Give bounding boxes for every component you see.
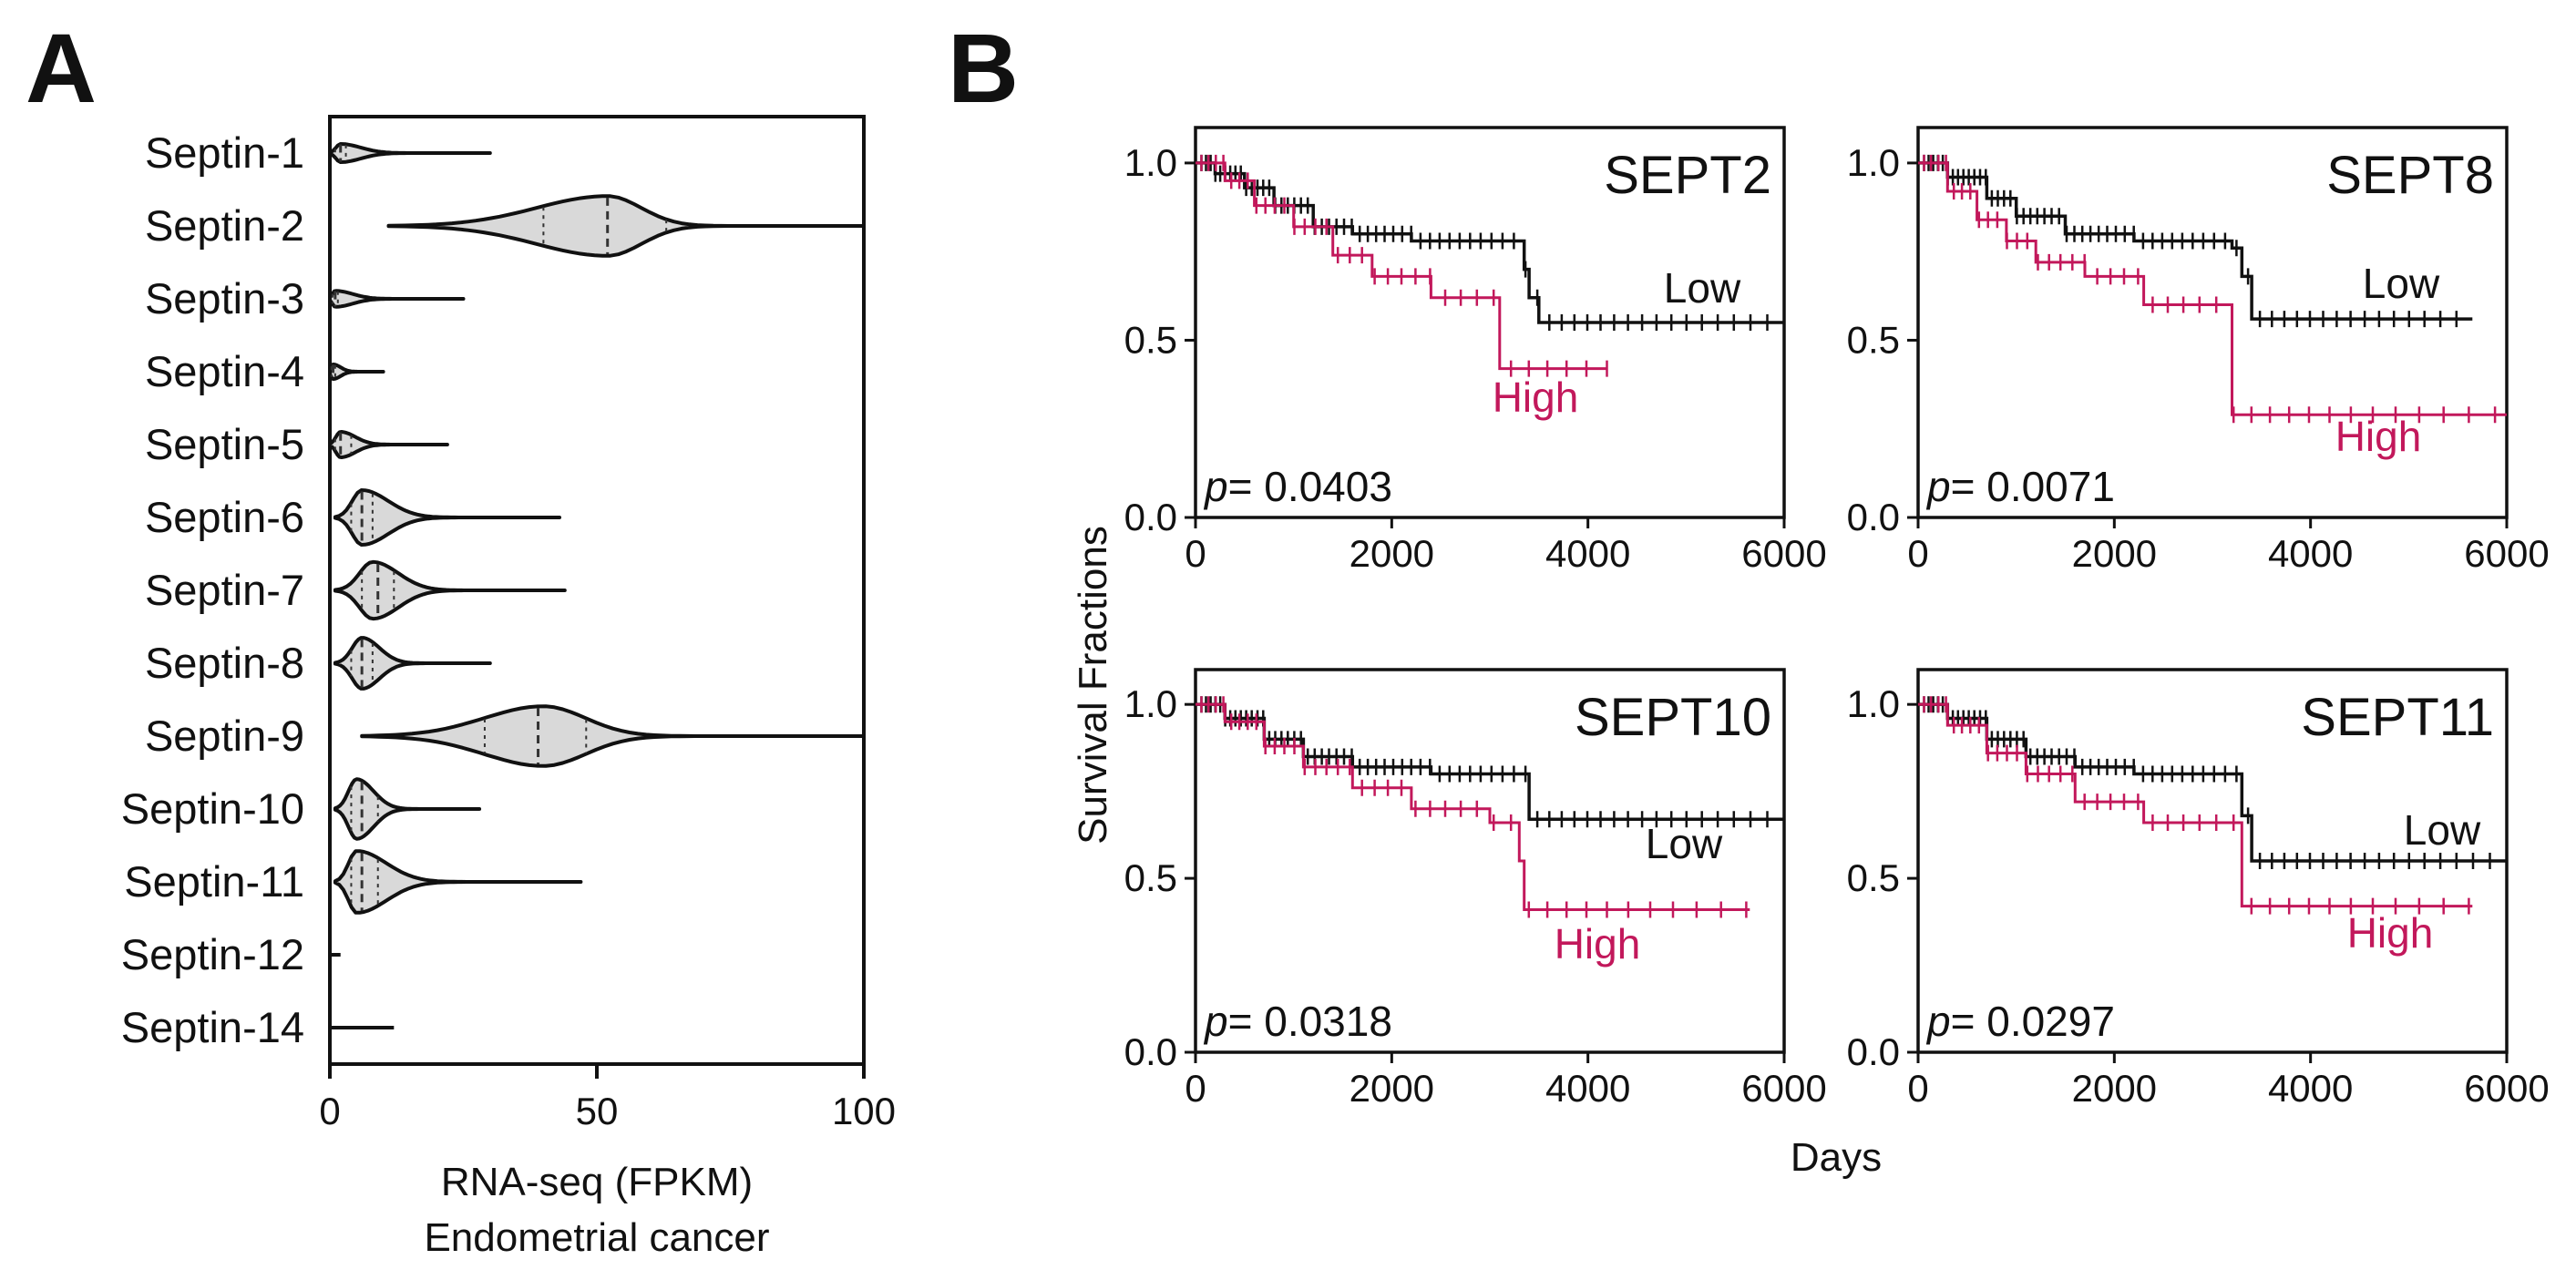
panel-b-ylabel: Survival Fractions (1071, 526, 1115, 845)
x-tick-label: 6000 (1741, 1067, 1826, 1110)
y-tick-label: 1.0 (1847, 141, 1900, 184)
x-tick-label: 4000 (2268, 1067, 2353, 1110)
plot-frame (1194, 668, 1786, 1054)
violin-shape (360, 704, 866, 768)
violin-shape (333, 559, 567, 621)
x-tick-label: 2000 (2072, 1067, 2157, 1110)
y-tick-label: 0.5 (1124, 856, 1177, 899)
category-label: Septin-14 (121, 1003, 304, 1051)
p-value: p= 0.0403 (1203, 463, 1392, 510)
x-tick-label: 50 (576, 1090, 619, 1132)
x-tick-label: 2000 (1350, 1067, 1434, 1110)
panel-a-xlabel-line2: Endometrial cancer (424, 1215, 769, 1260)
x-tick-label: 6000 (1741, 532, 1826, 575)
y-tick-label: 0.0 (1124, 1030, 1177, 1073)
high-survival-curve (1917, 702, 2473, 908)
high-censor-marks (1200, 696, 1748, 918)
x-tick-label: 2000 (1350, 532, 1434, 575)
plot-title: SEPT11 (2301, 688, 2494, 747)
x-tick-label: 0 (1185, 1067, 1206, 1110)
y-tick-label: 0.0 (1847, 496, 1900, 538)
violin-shape (333, 636, 492, 691)
violin-shape (328, 142, 492, 164)
km-plot-sept11: 0 2000 4000 6000 0.0 0.5 1.0 SEPT11 p= 0.0297 Low… (1847, 668, 2550, 1110)
category-label: Septin-9 (145, 712, 304, 760)
y-tick-label: 1.0 (1124, 682, 1177, 725)
violin-shape (333, 488, 561, 547)
category-label: Septin-4 (145, 347, 304, 395)
category-label: Septin-12 (121, 930, 304, 978)
y-tick-label: 0.0 (1847, 1030, 1900, 1073)
category-label: Septin-6 (145, 493, 304, 541)
high-group-label: High (2347, 909, 2434, 957)
high-group-label: High (1555, 920, 1641, 968)
km-plot-sept10: 0 2000 4000 6000 0.0 0.5 1.0 SEPT10 p= 0.0318 Low… (1124, 668, 1827, 1110)
violin-shape (328, 430, 449, 459)
category-label: Septin-7 (145, 566, 304, 614)
x-tick-label: 0 (1907, 532, 1928, 575)
violin-plot: Septin-1 Septin-2 Septin-3 Septin-4 Septin-5… (121, 115, 896, 1132)
y-tick-label: 1.0 (1124, 141, 1177, 184)
low-group-label: Low (1646, 820, 1723, 867)
panel-b-letter: B (948, 13, 1019, 123)
high-censor-marks (1200, 154, 1608, 377)
x-tick-label: 2000 (2072, 532, 2157, 575)
km-plot-sept8: 0 2000 4000 6000 0.0 0.5 1.0 SEPT8 p= 0.0071 Low H… (1847, 126, 2550, 575)
panel-b-xlabel: Days (1791, 1135, 1882, 1180)
high-censor-marks (1923, 696, 2470, 915)
plot-frame (1916, 126, 2509, 519)
p-value: p= 0.0071 (1925, 463, 2115, 510)
low-group-label: Low (2404, 806, 2481, 854)
x-tick-label: 0 (1185, 532, 1206, 575)
high-group-label: High (2335, 413, 2422, 460)
y-tick-label: 1.0 (1847, 682, 1900, 725)
category-label: Septin-5 (145, 420, 304, 468)
survival-plots: 0 2000 4000 6000 0.0 0.5 1.0 SEPT2 p= 0.0403 Low H… (1124, 126, 2550, 1110)
category-label: Septin-3 (145, 274, 304, 323)
violin-shape (386, 194, 866, 258)
violin-shape (333, 777, 482, 841)
y-tick-label: 0.5 (1847, 318, 1900, 361)
category-label: Septin-2 (145, 201, 304, 250)
x-tick-label: 4000 (1545, 532, 1630, 575)
violin-shape (333, 849, 583, 915)
x-tick-label: 0 (1907, 1067, 1928, 1110)
panel-a-letter: A (26, 13, 97, 123)
x-tick-label: 4000 (2268, 532, 2353, 575)
plot-title: SEPT8 (2326, 146, 2494, 205)
high-survival-curve (1195, 702, 1750, 911)
y-tick-label: 0.5 (1847, 856, 1900, 899)
x-tick-label: 6000 (2464, 532, 2549, 575)
plot-title: SEPT10 (1575, 688, 1771, 747)
panel-a-xlabel-line1: RNA-seq (FPKM) (441, 1160, 753, 1204)
km-plot-sept2: 0 2000 4000 6000 0.0 0.5 1.0 SEPT2 p= 0.0403 Low H… (1124, 126, 1827, 575)
x-tick-label: 100 (832, 1090, 896, 1132)
category-label: Septin-1 (145, 128, 304, 177)
high-censor-marks (1923, 154, 2497, 424)
p-value: p= 0.0318 (1203, 998, 1392, 1045)
low-group-label: Low (1664, 264, 1741, 312)
p-value: p= 0.0297 (1925, 998, 2115, 1045)
x-tick-label: 6000 (2464, 1067, 2549, 1110)
y-tick-label: 0.5 (1124, 318, 1177, 361)
plot-title: SEPT2 (1604, 146, 1771, 205)
category-label: Septin-10 (121, 784, 304, 833)
low-group-label: Low (2363, 260, 2440, 307)
violin-shape (328, 363, 385, 381)
y-tick-label: 0.0 (1124, 496, 1177, 538)
violin-shape (328, 289, 466, 309)
x-tick-label: 0 (319, 1090, 340, 1132)
category-label: Septin-11 (124, 857, 304, 906)
category-label: Septin-8 (145, 639, 304, 687)
high-group-label: High (1493, 374, 1579, 421)
x-tick-label: 4000 (1545, 1067, 1630, 1110)
